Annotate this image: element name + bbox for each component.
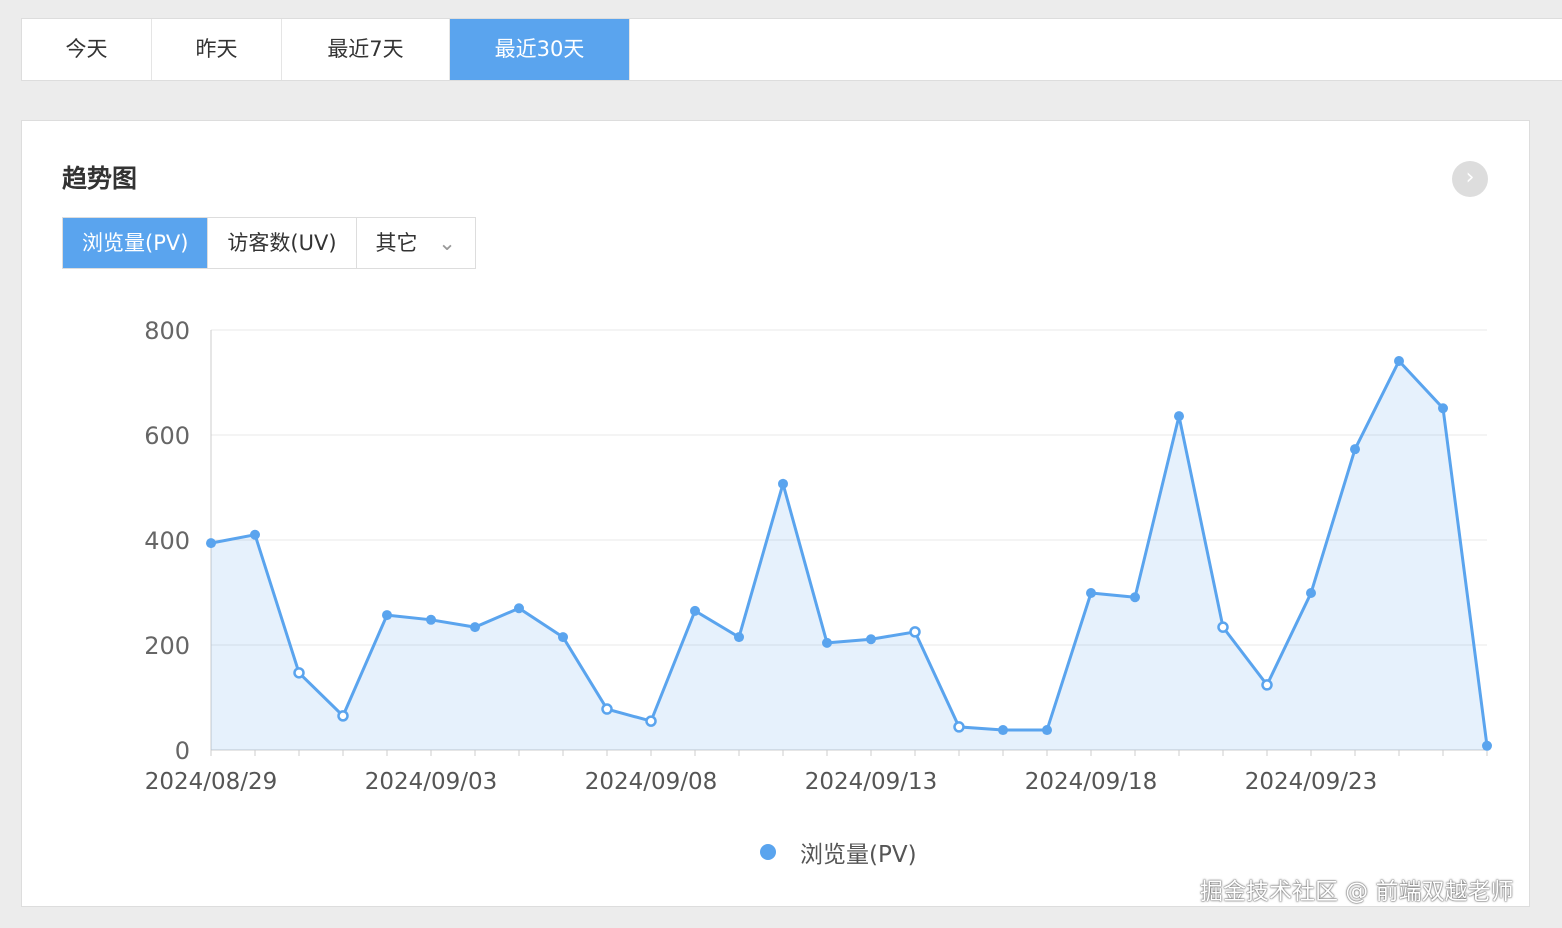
data-point [1130,592,1140,603]
tab-today[interactable]: 今天 [22,19,152,80]
metric-pv[interactable]: 浏览量(PV) [63,218,209,268]
data-point [734,632,744,643]
data-point [1350,444,1360,455]
data-point [426,614,436,625]
data-point [822,637,832,648]
data-point [1438,403,1448,414]
data-point [514,603,524,614]
metric-uv[interactable]: 访客数(UV) [208,218,357,268]
data-point [337,710,349,722]
x-tick-label: 2024/08/29 [145,769,278,795]
x-tick-label: 2024/09/08 [585,769,718,795]
tab-last-7-days[interactable]: 最近7天 [282,19,450,80]
area-fill [211,360,1487,750]
metric-selector: 浏览量(PV) 访客数(UV) 其它 ⌄ [62,217,476,269]
data-point [1086,588,1096,599]
data-point [778,478,788,489]
y-tick-label: 200 [144,632,190,660]
y-tick-label: 800 [144,317,190,345]
tab-last-30-days[interactable]: 最近30天 [450,19,630,80]
data-point [998,725,1008,736]
data-point [601,703,613,715]
series-line [210,358,1489,746]
data-point [953,721,965,733]
date-range-tabs: 今天 昨天 最近7天 最近30天 [21,18,1562,81]
x-tick-label: 2024/09/13 [805,769,938,795]
x-tick-label: 2024/09/03 [365,769,498,795]
x-tick-label: 2024/09/18 [1025,769,1158,795]
data-point [206,538,216,549]
legend-label: 浏览量(PV) [800,842,917,868]
metric-other-label: 其它 [375,231,418,255]
data-point [558,632,568,643]
metric-other[interactable]: 其它 ⌄ [357,218,475,268]
legend-marker [760,844,776,860]
data-point [293,667,305,679]
chevron-right-icon[interactable]: › [1452,161,1488,197]
data-point [1482,740,1492,751]
card-title: 趋势图 [62,164,138,193]
data-point [1174,411,1184,422]
x-tick-label: 2024/09/23 [1245,769,1378,795]
data-point [382,610,392,621]
data-point [866,634,876,645]
chevron-down-icon: ⌄ [438,231,456,255]
data-point [1394,355,1404,366]
data-point [1217,621,1229,633]
data-point [909,626,921,638]
data-point [470,622,480,633]
data-point [1306,588,1316,599]
y-tick-label: 0 [175,737,190,765]
data-point [645,715,657,727]
tab-yesterday[interactable]: 昨天 [152,19,282,80]
data-point [1261,679,1273,691]
y-tick-label: 600 [144,422,190,450]
y-tick-label: 400 [144,527,190,555]
data-point [690,605,700,616]
data-point [250,529,260,540]
data-point [1042,725,1052,736]
watermark: 掘金技术社区 @ 前端双越老师 [1200,879,1514,905]
